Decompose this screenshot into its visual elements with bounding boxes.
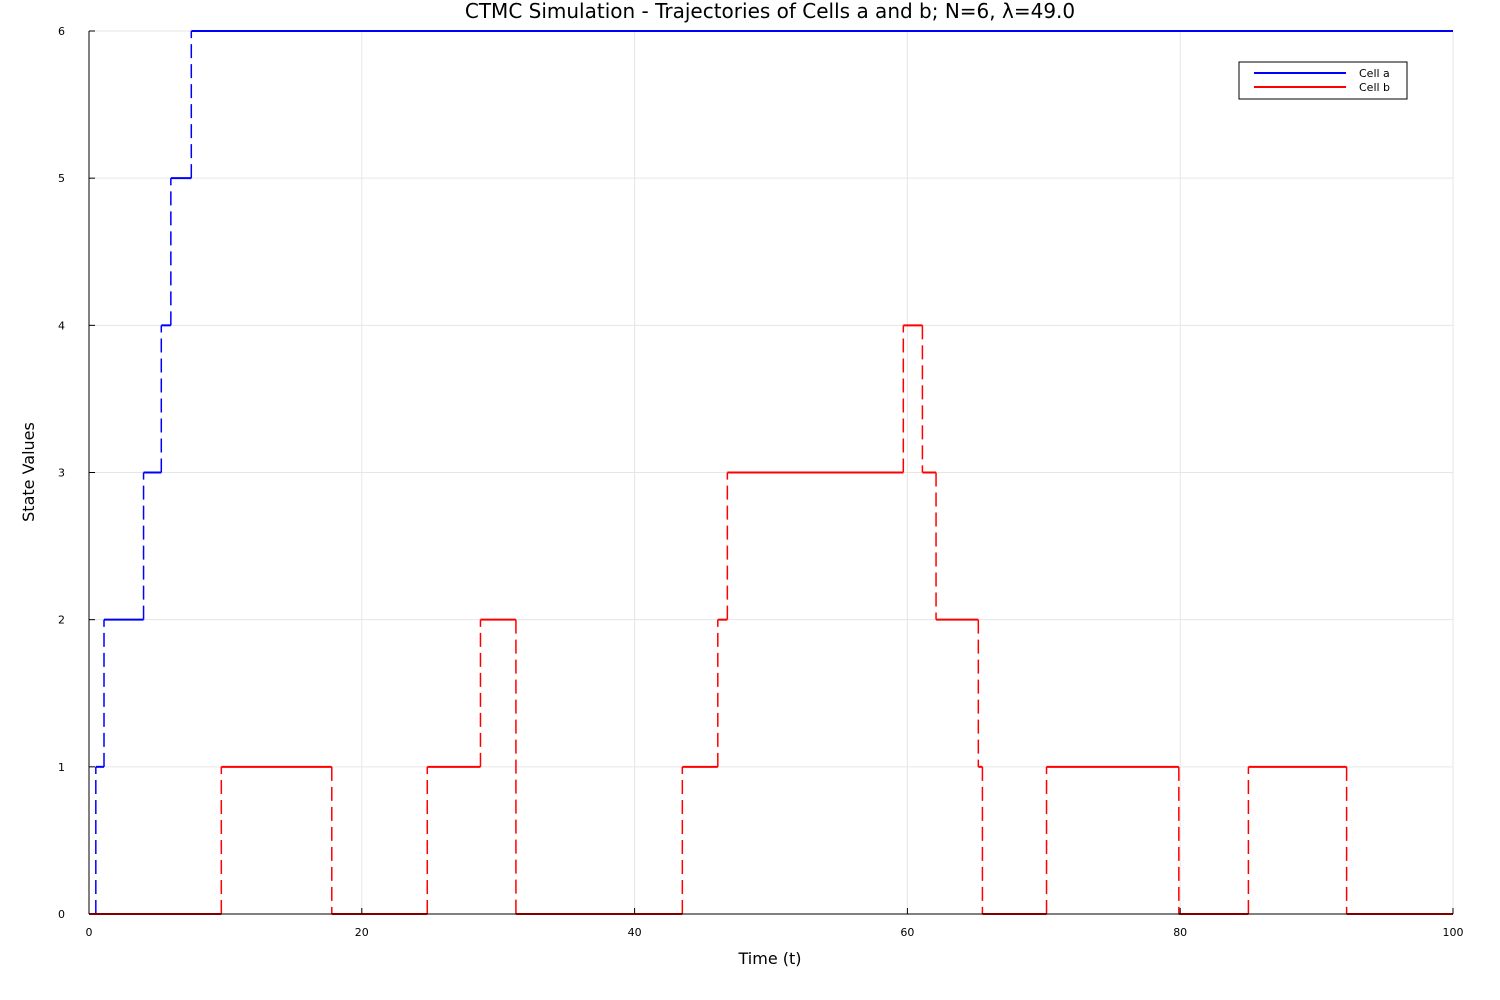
y-tick-label: 1 xyxy=(58,761,65,774)
axes xyxy=(88,30,1454,915)
y-tick-label: 3 xyxy=(58,467,65,480)
y-tick-label: 2 xyxy=(58,614,65,627)
legend-label: Cell b xyxy=(1359,81,1390,94)
x-tick-label: 0 xyxy=(86,926,93,939)
legend-box xyxy=(1238,61,1408,100)
y-tick-label: 6 xyxy=(58,25,65,38)
y-axis-label: State Values xyxy=(19,422,38,522)
y-tick-label: 5 xyxy=(58,172,65,185)
legend-label: Cell a xyxy=(1359,67,1390,80)
x-tick-label: 80 xyxy=(1173,926,1187,939)
series-cell-a xyxy=(89,30,1453,915)
x-tick-label: 40 xyxy=(628,926,642,939)
chart-title: CTMC Simulation - Trajectories of Cells … xyxy=(465,0,1075,23)
x-tick-label: 100 xyxy=(1443,926,1464,939)
x-tick-label: 60 xyxy=(900,926,914,939)
tick-labels: 0 20 40 60 80 100 0 1 2 3 4 5 6 xyxy=(58,25,1464,939)
x-axis-label: Time (t) xyxy=(738,949,802,968)
y-tick-label: 4 xyxy=(58,319,65,332)
x-tick-label: 20 xyxy=(355,926,369,939)
y-tick-label: 0 xyxy=(58,908,65,921)
